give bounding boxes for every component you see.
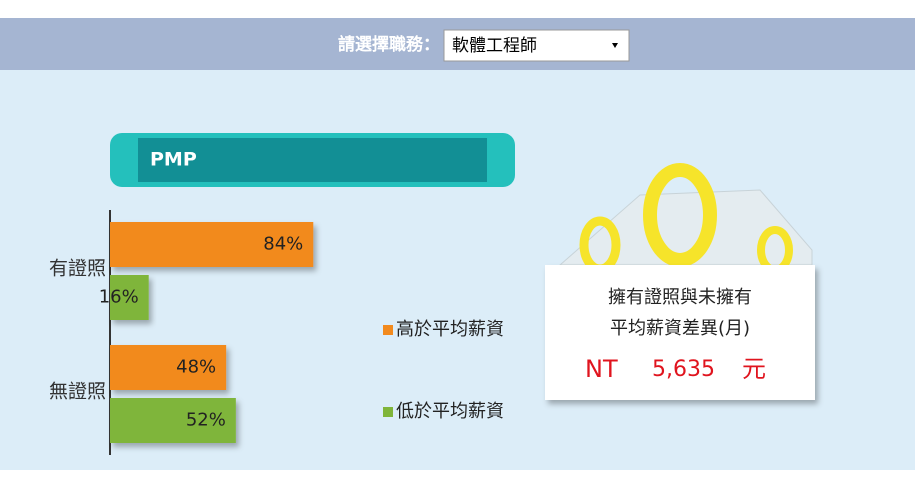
title-inner — [138, 138, 487, 182]
value-label: 48% — [176, 357, 216, 378]
legend-swatch — [383, 407, 393, 417]
bar — [110, 398, 236, 443]
legend-swatch — [383, 325, 393, 335]
value-label: 52% — [186, 410, 226, 431]
select-value[interactable]: 軟體工程師 — [452, 36, 537, 56]
value-label: 84% — [263, 234, 303, 255]
header-label: 請選擇職務： — [338, 34, 440, 55]
value-label: 16% — [99, 287, 139, 308]
callout-unit: 元 — [742, 355, 766, 383]
legend-label: 低於平均薪資 — [396, 401, 504, 422]
callout-amount: 5,635 — [652, 357, 715, 382]
bar — [110, 275, 149, 320]
coin-shape — [643, 163, 717, 267]
category-label: 有證照 — [49, 258, 106, 280]
legend-label: 高於平均薪資 — [396, 319, 504, 340]
job-select[interactable]: 軟體工程師 — [443, 29, 630, 62]
select-arrow[interactable] — [612, 43, 618, 48]
category-label: 無證照 — [49, 381, 106, 403]
callout-box — [545, 265, 815, 400]
callout-prefix: NT — [585, 355, 618, 383]
bar — [110, 345, 227, 390]
bar — [110, 222, 314, 267]
callout-line: 平均薪資差異(月) — [610, 318, 750, 339]
chart-title: PMP — [150, 149, 197, 171]
callout-line: 擁有證照與未擁有 — [608, 287, 752, 308]
select-box[interactable] — [443, 29, 630, 62]
